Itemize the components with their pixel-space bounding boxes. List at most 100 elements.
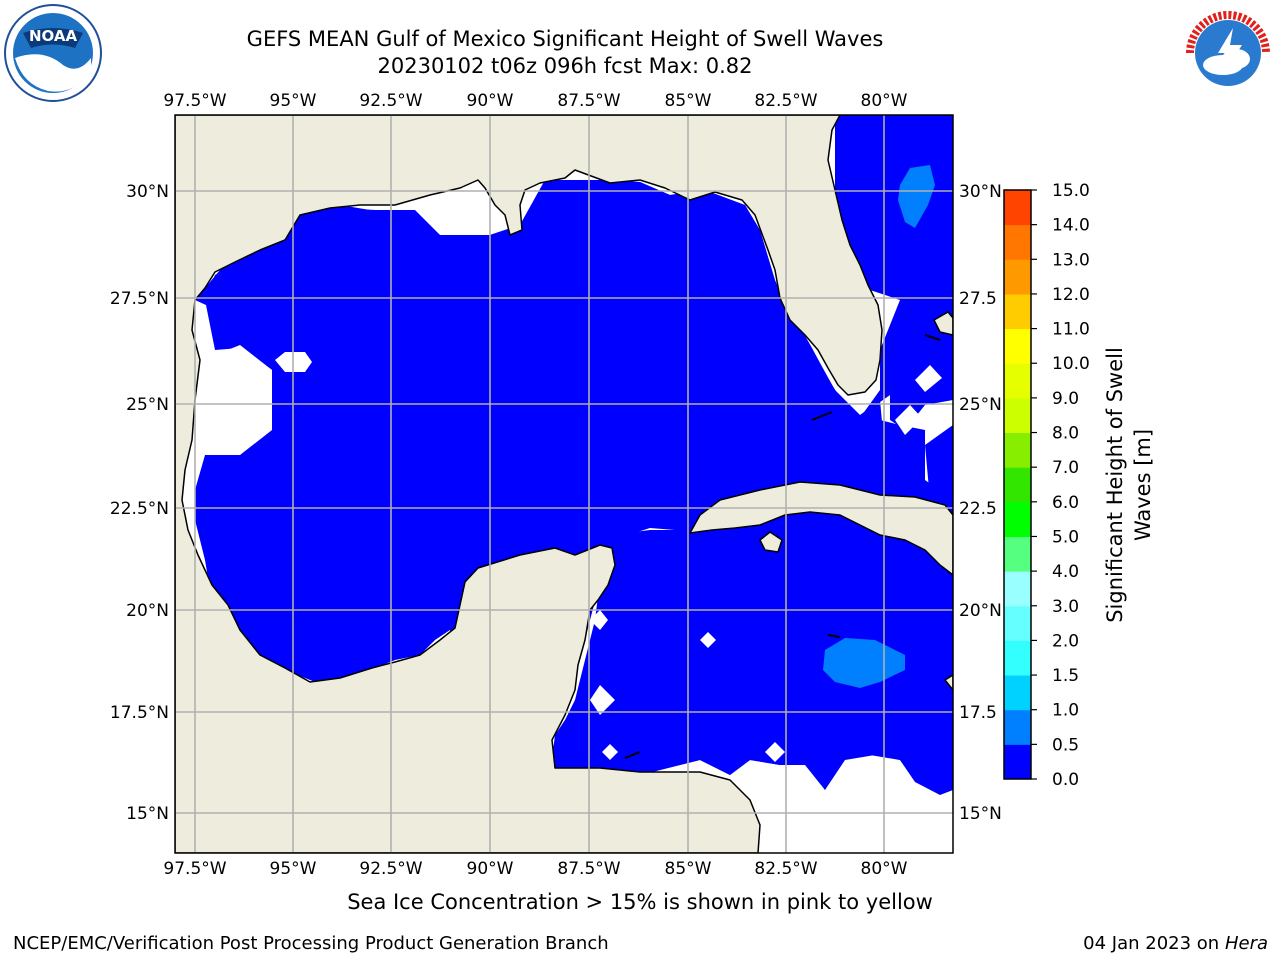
lon-tick-bottom: 90°W	[467, 859, 514, 879]
no-data-spot	[602, 744, 618, 760]
colorbar-segment	[1004, 432, 1031, 468]
lat-tick-left: 15°N	[126, 804, 169, 824]
lon-tick-top: 85°W	[665, 91, 712, 111]
colorbar-tick-label: 5.0	[1052, 527, 1079, 547]
colorbar-tick-label: 2.0	[1052, 631, 1079, 651]
no-data-spot	[700, 632, 716, 648]
colorbar-tick-label: 12.0	[1052, 285, 1090, 305]
lat-tick-left: 17.5°N	[110, 703, 169, 723]
lat-tick-right: 27.5	[959, 289, 997, 309]
colorbar-segment	[1004, 293, 1031, 330]
island	[827, 634, 841, 638]
lon-tick-top: 92.5°W	[359, 91, 422, 111]
colorbar-segment	[1004, 640, 1031, 676]
colorbar-segment	[1004, 744, 1031, 780]
lon-tick-bottom: 92.5°W	[359, 859, 422, 879]
colorbar-segment	[1004, 259, 1031, 295]
colorbar-segment	[1004, 328, 1031, 364]
no-data-spot	[195, 345, 272, 455]
colorbar-tick-label: 9.0	[1052, 389, 1079, 409]
colorbar-segment	[1004, 397, 1031, 434]
nws-logo	[1181, 6, 1275, 100]
colorbar-tick-label: 14.0	[1052, 216, 1090, 236]
lon-tick-top: 80°W	[861, 91, 908, 111]
lat-tick-right: 17.5	[959, 703, 997, 723]
no-data-spot	[895, 405, 922, 435]
lat-ticks-right: 30°N 27.5 25°N 22.5 20°N 17.5 15°N	[959, 182, 1002, 824]
colorbar-tick-label: 7.0	[1052, 458, 1079, 478]
lat-tick-right: 22.5	[959, 499, 997, 519]
island	[924, 334, 941, 341]
plot-subtitle: 20230102 t06z 096h fcst Max: 0.82	[377, 54, 753, 78]
swell-low-caribbean	[550, 520, 953, 795]
colorbar-tick-label: 0.5	[1052, 735, 1079, 755]
colorbar-segment	[1004, 501, 1031, 537]
island	[624, 751, 641, 759]
sea-ice-note: Sea Ice Concentration > 15% is shown in …	[347, 890, 933, 914]
swell-low-gulf-main	[195, 180, 905, 720]
lat-tick-right: 20°N	[959, 601, 1002, 621]
colorbar-segment	[1004, 467, 1031, 503]
lon-tick-bottom: 80°W	[861, 859, 908, 879]
no-data-spot	[590, 610, 608, 630]
lon-tick-top: 87.5°W	[557, 91, 620, 111]
colorbar-label-line1: Significant Height of Swell	[1103, 347, 1127, 623]
no-data-spot	[765, 742, 785, 762]
colorbar-tick-label: 10.0	[1052, 354, 1090, 374]
lat-tick-left: 27.5°N	[110, 289, 169, 309]
colorbar-frame	[1003, 189, 1032, 780]
colorbar-tick-label: 1.0	[1052, 701, 1079, 721]
lat-tick-left: 30°N	[126, 182, 169, 202]
colorbar-tick-label: 8.0	[1052, 424, 1079, 444]
colorbar-segment	[1004, 190, 1031, 226]
footer-date: 04 Jan 2023 on Hera	[1083, 933, 1268, 954]
colorbar-tick-label: 3.0	[1052, 597, 1079, 617]
island	[811, 411, 833, 421]
lat-tick-right: 15°N	[959, 804, 1002, 824]
lat-tick-left: 22.5°N	[110, 499, 169, 519]
no-data-spot	[915, 365, 942, 392]
colorbar-segment	[1004, 709, 1031, 745]
colorbar-tick-label: 4.0	[1052, 562, 1079, 582]
footer-host: Hera	[1224, 933, 1268, 954]
map-frame	[174, 114, 954, 854]
no-data-spot	[590, 685, 615, 715]
lon-ticks-top: 97.5°W 95°W 92.5°W 90°W 87.5°W 85°W 82.5…	[163, 91, 907, 111]
colorbar-segment	[1004, 536, 1031, 572]
lat-tick-left: 20°N	[126, 601, 169, 621]
colorbar-segment	[1004, 363, 1031, 399]
colorbar-tick-label: 13.0	[1052, 250, 1090, 270]
colorbar-label-line2: Waves [m]	[1131, 429, 1155, 541]
colorbar-tick-label: 1.5	[1052, 666, 1079, 686]
swell-mid-atlantic	[898, 165, 935, 228]
colorbar-tick-label: 6.0	[1052, 493, 1079, 513]
island	[944, 674, 953, 691]
island	[933, 311, 953, 336]
colorbar-segment	[1004, 571, 1031, 607]
lat-tick-right: 30°N	[959, 182, 1002, 202]
map-area	[175, 115, 953, 853]
lon-tick-top: 90°W	[467, 91, 514, 111]
colorbar-segment	[1004, 675, 1031, 711]
colorbar: 0.0 0.5 1.0 1.5 2.0 3.0 4.0 5.0 6.0 7.0 8.0 9.0 10.0…	[1003, 181, 1090, 790]
land	[175, 115, 953, 853]
north-america-landmass	[175, 115, 883, 853]
lon-tick-top: 97.5°W	[163, 91, 226, 111]
lon-tick-bottom: 87.5°W	[557, 859, 620, 879]
footer-date-text: 04 Jan 2023 on	[1083, 933, 1220, 954]
colorbar-segment	[1004, 605, 1031, 641]
lon-tick-bottom: 95°W	[270, 859, 317, 879]
colorbar-tick-label: 11.0	[1052, 320, 1090, 340]
colorbar-tick-label: 15.0	[1052, 181, 1090, 201]
noaa-logo: NOAA	[4, 4, 102, 102]
colorbar-segment	[1004, 224, 1031, 260]
lon-tick-bottom: 85°W	[665, 859, 712, 879]
colorbar-tick-label: 0.0	[1052, 770, 1079, 790]
lon-tick-bottom: 82.5°W	[754, 859, 817, 879]
lon-ticks-bottom: 97.5°W 95°W 92.5°W 90°W 87.5°W 85°W 82.5…	[163, 859, 907, 879]
lon-tick-top: 95°W	[270, 91, 317, 111]
noaa-logo-text: NOAA	[29, 27, 78, 45]
lat-tick-left: 25°N	[126, 395, 169, 415]
lon-tick-bottom: 97.5°W	[163, 859, 226, 879]
